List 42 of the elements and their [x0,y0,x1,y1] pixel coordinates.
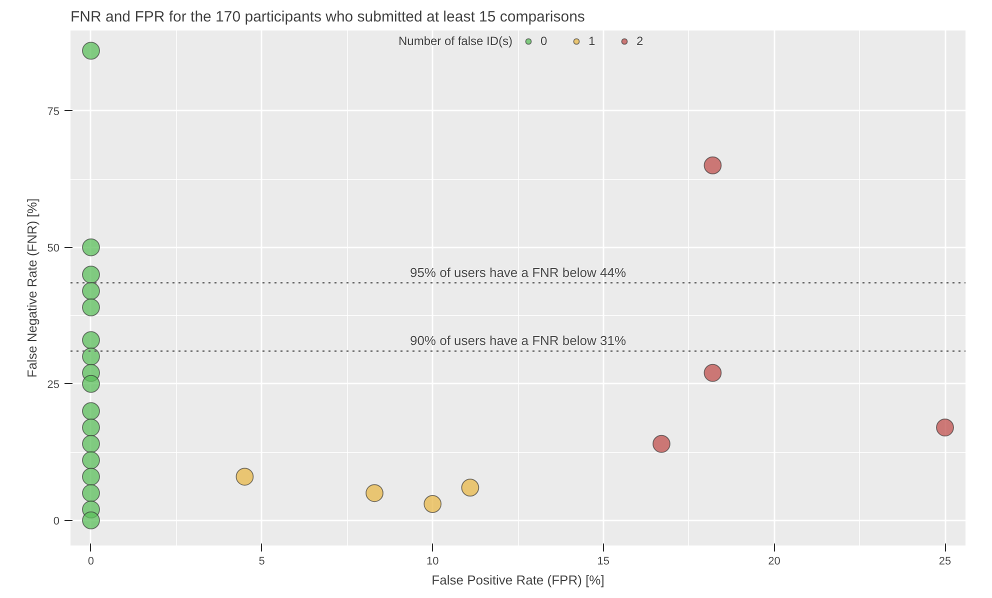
point [424,495,442,513]
point [82,374,100,393]
point [236,468,254,486]
point [82,266,100,284]
legend-label: 0 [540,34,548,48]
point [82,468,100,486]
point [82,434,100,453]
point [82,298,100,316]
point [704,364,722,382]
legend-label: 2 [636,34,644,48]
chart-title: FNR and FPR for the 170 participants who submitted at least 15 comparisons [70,8,585,26]
y-tick-label: 0 [53,515,60,528]
y-axis-title: False Negative Rate (FNR) [%] [24,198,40,378]
legend-title: Number of false ID(s) [398,34,513,48]
point [704,156,722,174]
ref-line-label: 95% of users have a FNR below 44% [410,264,626,280]
x-tick-label: 0 [88,556,94,568]
point [82,42,100,60]
point [366,484,384,502]
legend-label: 1 [588,34,596,48]
point [82,418,100,437]
x-tick-label: 5 [258,556,265,568]
point [652,434,670,453]
y-tick-label: 25 [47,378,60,391]
point [82,402,100,420]
x-tick-label: 20 [768,556,780,568]
point [936,418,954,437]
point [82,511,100,530]
x-tick-label: 10 [426,556,439,568]
x-tick-label: 15 [597,556,610,568]
point [82,282,100,300]
y-tick-label: 75 [47,106,60,118]
point [82,331,100,350]
y-tick-label: 50 [47,242,60,254]
point [461,478,480,497]
point [82,451,100,470]
point [82,238,100,256]
point [82,348,100,366]
point [82,484,100,502]
x-tick-label: 25 [938,556,952,568]
x-axis-title: False Positive Rate (FPR) [%] [432,572,604,588]
ref-line-label: 90% of users have a FNR below 31% [410,333,626,348]
